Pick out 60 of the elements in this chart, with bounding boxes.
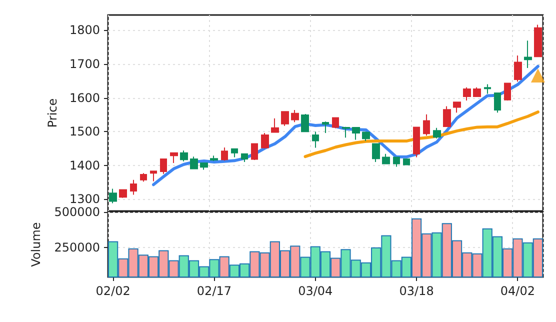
y-tick-label: 1800 [69, 23, 100, 38]
candlestick [453, 102, 461, 114]
candlestick [342, 126, 350, 138]
line-series [304, 110, 540, 158]
candlestick [473, 86, 481, 97]
candlestick [362, 131, 370, 142]
candlestick [332, 117, 339, 129]
candlestick [413, 126, 420, 158]
candlestick [261, 132, 269, 149]
candlestick [463, 86, 471, 101]
y-tick-label: 1500 [69, 124, 100, 139]
candlestick [160, 158, 167, 174]
candlestick [393, 156, 400, 168]
x-tick-label: 04/02 [500, 284, 536, 298]
candlestick [403, 158, 410, 166]
candlestick [291, 109, 299, 123]
x-tick-label: 02/02 [96, 284, 130, 298]
y-tick-label: 1700 [69, 57, 100, 71]
candlestick [372, 143, 380, 162]
x-tick-label: 03/18 [399, 284, 434, 298]
y-axis-title: Volume [29, 222, 43, 267]
candlestick [190, 156, 198, 170]
candlestick [109, 188, 117, 204]
candlestick [524, 40, 532, 69]
candlestick [484, 84, 491, 94]
y-tick-label: 1400 [69, 158, 100, 172]
candlestick [504, 82, 511, 101]
x-tick-label: 03/04 [298, 284, 333, 298]
line-series [152, 64, 540, 186]
candlestick [514, 55, 522, 82]
candlestick [443, 106, 451, 128]
candlestick [251, 143, 258, 160]
y-axis-title: Price [46, 98, 60, 128]
candlestick [301, 114, 309, 132]
candlestick [312, 131, 319, 148]
candlestick [140, 172, 147, 182]
candlestick [433, 127, 441, 139]
candlestick [130, 179, 137, 196]
candlestick [241, 153, 248, 162]
y-tick-label: 500000 [54, 205, 100, 219]
candlestick [271, 118, 279, 133]
candlestick [221, 146, 228, 162]
candlestick [180, 150, 188, 162]
y-tick-label: 1600 [69, 90, 100, 105]
candlestick [494, 92, 501, 114]
candlestick [150, 170, 157, 182]
candlestick [534, 24, 542, 58]
candlestick [382, 153, 390, 164]
y-tick-label: 1300 [69, 192, 100, 206]
y-tick-label: 250000 [54, 240, 100, 255]
candlestick [200, 162, 208, 170]
candlestick [423, 114, 430, 136]
candlestick [281, 111, 289, 126]
candlestick [322, 120, 329, 134]
candlestick [210, 155, 218, 162]
candlestick [170, 152, 178, 164]
x-tick-label: 02/17 [196, 284, 232, 298]
candlestick [352, 127, 360, 140]
candlestick [119, 189, 127, 198]
candlestick [231, 148, 238, 158]
